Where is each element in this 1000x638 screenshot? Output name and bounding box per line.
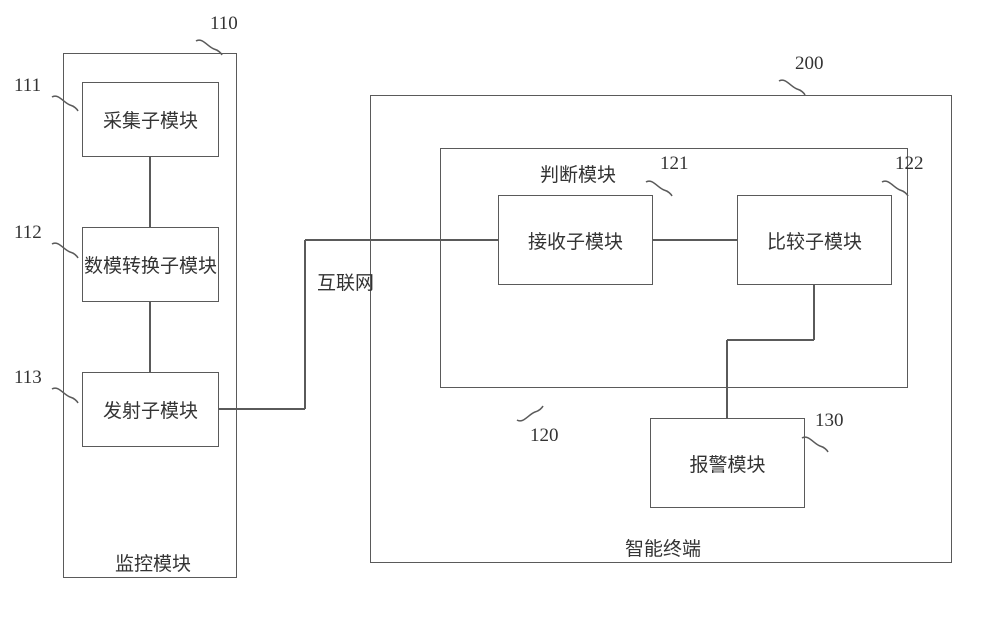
ref-leader-icon — [194, 39, 224, 57]
box-label: 比较子模块 — [767, 227, 862, 254]
box-label: 报警模块 — [689, 450, 765, 477]
edge-segment — [219, 408, 305, 410]
edge-label: 互联网 — [317, 268, 374, 295]
box-receive: 接收子模块 — [498, 195, 653, 285]
box-alarm: 报警模块 — [650, 418, 805, 508]
ref-leader-icon — [50, 95, 80, 113]
box-transmit: 发射子模块 — [82, 372, 219, 447]
ref-number: 121 — [660, 153, 689, 175]
ref-number: 111 — [14, 75, 41, 97]
ref-number: 120 — [530, 425, 559, 447]
ref-leader-icon — [880, 180, 910, 198]
edge-segment — [727, 339, 814, 341]
container-label-terminal: 智能终端 — [625, 534, 701, 561]
diagram-canvas: 监控模块 110 智能终端 200 判断模块 120 采集子模块 111 数模转换子模块 112 发… — [0, 0, 1000, 638]
ref-number: 110 — [210, 13, 238, 35]
box-collect: 采集子模块 — [82, 82, 219, 157]
ref-number: 112 — [14, 222, 42, 244]
ref-leader-icon — [50, 387, 80, 405]
ref-leader-icon — [50, 242, 80, 260]
edge-segment — [653, 239, 737, 241]
ref-number: 130 — [815, 410, 844, 432]
container-label-judge: 判断模块 — [540, 160, 616, 187]
edge-segment — [305, 239, 498, 241]
edge-segment — [149, 157, 151, 227]
edge-segment — [726, 340, 728, 418]
box-label: 接收子模块 — [528, 227, 623, 254]
ref-number: 200 — [795, 53, 824, 75]
box-label: 采集子模块 — [103, 106, 198, 133]
edge-segment — [813, 285, 815, 340]
edge-segment — [304, 240, 306, 409]
ref-leader-icon — [777, 79, 807, 97]
ref-leader-icon — [800, 436, 830, 454]
ref-number: 122 — [895, 153, 924, 175]
ref-leader-icon — [644, 180, 674, 198]
box-label: 发射子模块 — [103, 396, 198, 423]
edge-segment — [149, 302, 151, 372]
ref-number: 113 — [14, 367, 42, 389]
box-compare: 比较子模块 — [737, 195, 892, 285]
ref-leader-icon — [515, 406, 545, 424]
box-label: 数模转换子模块 — [84, 251, 217, 278]
container-label-monitor: 监控模块 — [115, 549, 191, 576]
box-dac: 数模转换子模块 — [82, 227, 219, 302]
